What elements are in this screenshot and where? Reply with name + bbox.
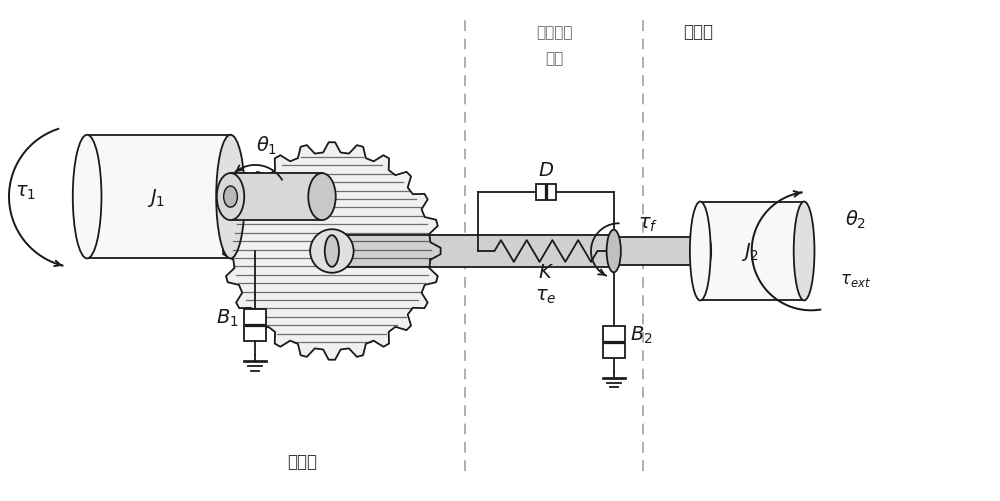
Text: $J_2$: $J_2$ xyxy=(741,240,759,263)
Ellipse shape xyxy=(224,187,237,208)
Bar xyxy=(536,184,556,200)
Text: 负载侧: 负载侧 xyxy=(683,24,713,42)
Text: $\tau_e$: $\tau_e$ xyxy=(535,287,557,306)
Circle shape xyxy=(233,153,431,350)
Ellipse shape xyxy=(217,174,244,220)
Ellipse shape xyxy=(690,202,711,301)
Bar xyxy=(244,309,266,342)
Bar xyxy=(87,135,231,259)
Text: $\tau_f$: $\tau_f$ xyxy=(638,214,659,233)
Text: $D$: $D$ xyxy=(538,161,554,180)
Ellipse shape xyxy=(607,230,621,273)
Text: $K$: $K$ xyxy=(538,263,554,282)
Bar xyxy=(603,326,625,359)
Text: $\tau_1$: $\tau_1$ xyxy=(15,183,36,202)
Text: $N$: $N$ xyxy=(240,171,256,190)
Text: 元件: 元件 xyxy=(545,51,564,66)
Text: $\theta_2$: $\theta_2$ xyxy=(845,209,866,231)
Text: 柔性传动: 柔性传动 xyxy=(536,25,573,40)
Text: $J_1$: $J_1$ xyxy=(147,186,165,208)
Bar xyxy=(614,237,708,266)
Polygon shape xyxy=(223,143,441,360)
Ellipse shape xyxy=(216,135,245,259)
Bar xyxy=(700,202,804,301)
Ellipse shape xyxy=(325,235,339,267)
Circle shape xyxy=(310,230,354,273)
Bar xyxy=(332,235,614,267)
Text: $B_2$: $B_2$ xyxy=(630,324,653,345)
Ellipse shape xyxy=(73,135,101,259)
Ellipse shape xyxy=(794,202,814,301)
Text: 电机侧: 电机侧 xyxy=(287,452,317,470)
Text: $\tau_{ext}$: $\tau_{ext}$ xyxy=(840,270,871,288)
Bar xyxy=(231,174,322,220)
Ellipse shape xyxy=(705,237,711,266)
Text: $B_1$: $B_1$ xyxy=(216,307,238,328)
Ellipse shape xyxy=(308,174,336,220)
Text: $\theta_1$: $\theta_1$ xyxy=(256,135,278,157)
